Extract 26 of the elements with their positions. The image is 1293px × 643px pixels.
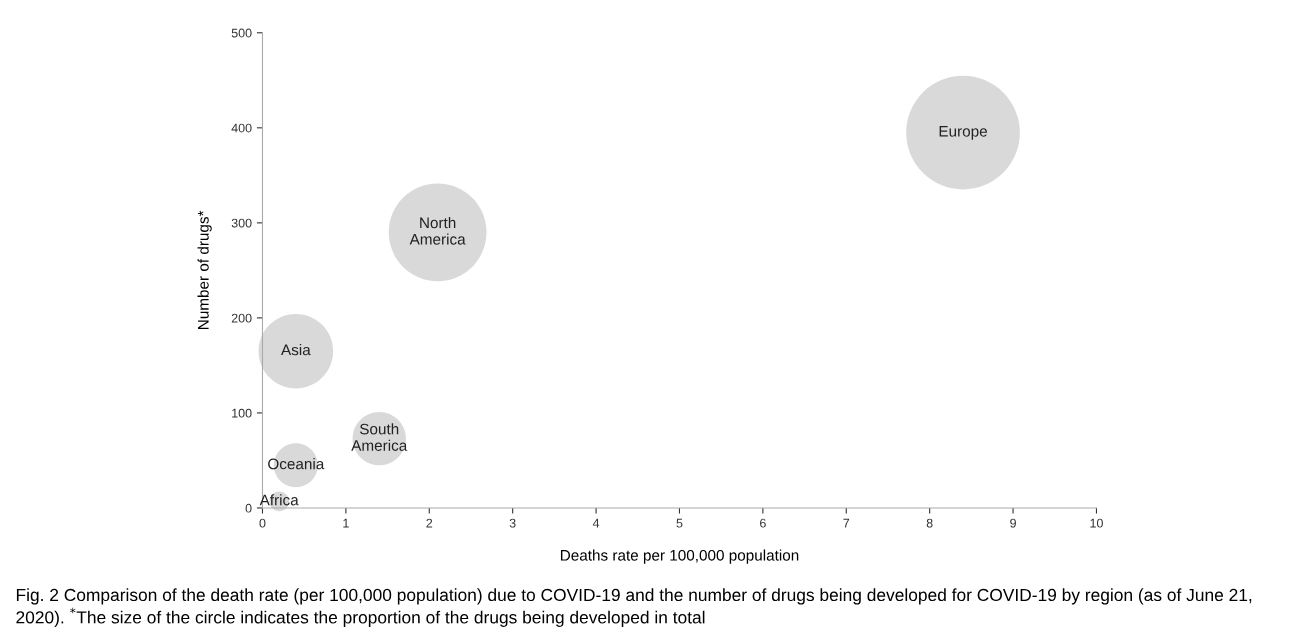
x-tick-label: 4 bbox=[592, 518, 600, 528]
x-tick-label: 3 bbox=[509, 518, 516, 528]
caption: Fig. 2 Comparison of the death rate (per 100,000 population) due to COVID-19 and the number of drugs being developed for COVID-19 by region (as of June 21, 2020). $^{*}$The size of the circle indicates the proportion of the drugs being developed in total bbox=[16, 588, 1252, 627]
x-tick-label: 8 bbox=[926, 518, 933, 528]
x-tick-label: 7 bbox=[843, 518, 850, 528]
x-axis-title: Deaths rate per 100,000 population bbox=[560, 549, 799, 564]
x-tick-label: 5 bbox=[676, 518, 683, 528]
y-axis-title: Number of drugs* bbox=[197, 210, 212, 329]
y-tick-label: 100 bbox=[232, 408, 252, 418]
series-label: South America bbox=[351, 423, 408, 451]
series-label: Africa bbox=[259, 494, 299, 506]
y-tick-label: 500 bbox=[231, 28, 252, 38]
x-tick-label: 9 bbox=[1010, 518, 1016, 528]
y-tick-label: 300 bbox=[231, 218, 252, 228]
x-tick-label: 1 bbox=[343, 518, 349, 528]
series-label: Asia bbox=[281, 344, 311, 356]
y-tick-label: 400 bbox=[231, 123, 252, 133]
series-label: Europe bbox=[939, 126, 987, 140]
y-tick-label: 0 bbox=[245, 503, 252, 513]
x-tick-label: 10 bbox=[1090, 518, 1103, 528]
y-tick-label: 200 bbox=[231, 313, 252, 323]
x-tick-label: 0 bbox=[259, 518, 266, 528]
x-tick-label: 6 bbox=[760, 518, 766, 528]
x-tick-label: 2 bbox=[426, 518, 433, 528]
series-label: Oceania bbox=[268, 458, 325, 470]
series-label: North America bbox=[409, 217, 466, 245]
